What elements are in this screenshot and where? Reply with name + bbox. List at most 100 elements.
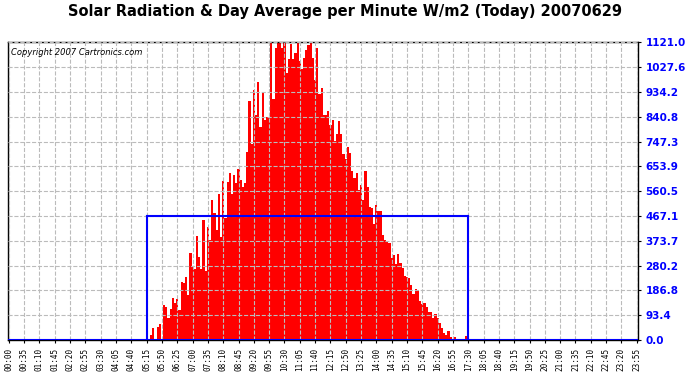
Bar xyxy=(395,264,397,340)
Bar xyxy=(349,153,351,340)
Bar xyxy=(318,93,321,340)
Bar xyxy=(146,320,148,340)
Bar xyxy=(172,297,174,340)
Bar xyxy=(194,269,196,340)
Bar xyxy=(384,240,386,340)
Bar xyxy=(325,115,327,340)
Bar xyxy=(435,314,437,340)
Bar xyxy=(253,90,255,340)
Bar xyxy=(209,240,211,340)
Bar xyxy=(373,224,375,340)
Bar xyxy=(382,235,384,340)
Bar xyxy=(275,48,277,340)
Bar xyxy=(327,111,329,340)
Bar xyxy=(215,230,218,340)
Bar xyxy=(185,278,187,340)
Bar xyxy=(461,339,463,340)
Bar xyxy=(176,299,179,340)
Bar xyxy=(397,254,400,340)
Bar xyxy=(290,44,292,340)
Bar xyxy=(360,185,362,340)
Bar xyxy=(205,271,207,340)
Bar xyxy=(375,205,377,340)
Text: Solar Radiation & Day Average per Minute W/m2 (Today) 20070629: Solar Radiation & Day Average per Minute… xyxy=(68,4,622,19)
Bar xyxy=(321,88,323,340)
Bar xyxy=(273,99,275,340)
Bar xyxy=(202,220,205,340)
Bar xyxy=(218,194,220,340)
Bar xyxy=(284,42,286,340)
Bar xyxy=(400,262,402,340)
Bar xyxy=(358,190,360,340)
Bar xyxy=(226,182,228,340)
Bar xyxy=(187,295,189,340)
Bar xyxy=(297,42,299,340)
Bar xyxy=(408,278,411,340)
Bar xyxy=(266,117,268,340)
Bar xyxy=(196,236,198,340)
Bar xyxy=(282,48,284,340)
Bar xyxy=(308,45,310,340)
Bar xyxy=(179,310,181,340)
Bar xyxy=(152,328,155,340)
Bar xyxy=(189,253,192,340)
Bar xyxy=(262,93,264,340)
Bar xyxy=(362,200,364,340)
Bar xyxy=(255,115,257,340)
Bar xyxy=(303,58,305,340)
Bar xyxy=(432,318,435,340)
Bar xyxy=(257,82,259,340)
Bar xyxy=(340,134,342,340)
Bar xyxy=(338,121,340,340)
Bar xyxy=(316,48,318,340)
Bar xyxy=(404,276,406,340)
Bar xyxy=(411,285,413,340)
Bar xyxy=(377,211,380,340)
Bar xyxy=(270,42,273,340)
Bar xyxy=(386,241,388,340)
Bar xyxy=(200,269,202,340)
Bar xyxy=(419,300,421,340)
Bar xyxy=(207,226,209,340)
Bar xyxy=(213,213,215,340)
Bar xyxy=(428,312,430,340)
Bar xyxy=(157,327,159,340)
Bar xyxy=(368,207,371,340)
Text: Copyright 2007 Cartronics.com: Copyright 2007 Cartronics.com xyxy=(11,48,142,57)
Bar xyxy=(211,200,213,340)
Bar xyxy=(415,289,417,340)
Bar xyxy=(329,124,331,340)
Bar xyxy=(364,171,366,340)
Bar xyxy=(448,331,450,340)
Bar xyxy=(441,328,443,340)
Bar xyxy=(437,318,439,340)
Bar xyxy=(228,173,231,340)
Bar xyxy=(342,153,345,340)
Bar xyxy=(246,153,248,340)
Bar xyxy=(388,243,391,340)
Bar xyxy=(402,268,404,340)
Bar xyxy=(353,178,355,340)
Bar xyxy=(393,255,395,340)
Bar xyxy=(163,306,166,340)
Bar xyxy=(295,53,297,340)
Bar xyxy=(351,171,353,340)
Bar xyxy=(336,134,338,340)
Bar xyxy=(237,169,239,340)
Bar xyxy=(347,147,349,340)
Bar xyxy=(439,324,441,340)
Bar xyxy=(312,58,314,340)
Bar xyxy=(305,50,308,340)
Bar xyxy=(331,120,334,340)
Bar xyxy=(371,208,373,340)
Bar xyxy=(264,120,266,340)
Bar xyxy=(277,42,279,340)
Bar xyxy=(391,258,393,340)
Bar xyxy=(192,267,194,340)
Bar xyxy=(299,61,301,340)
Bar xyxy=(286,73,288,340)
Bar xyxy=(406,277,408,340)
Bar xyxy=(426,307,428,340)
Bar xyxy=(443,333,445,340)
Bar xyxy=(345,159,347,340)
